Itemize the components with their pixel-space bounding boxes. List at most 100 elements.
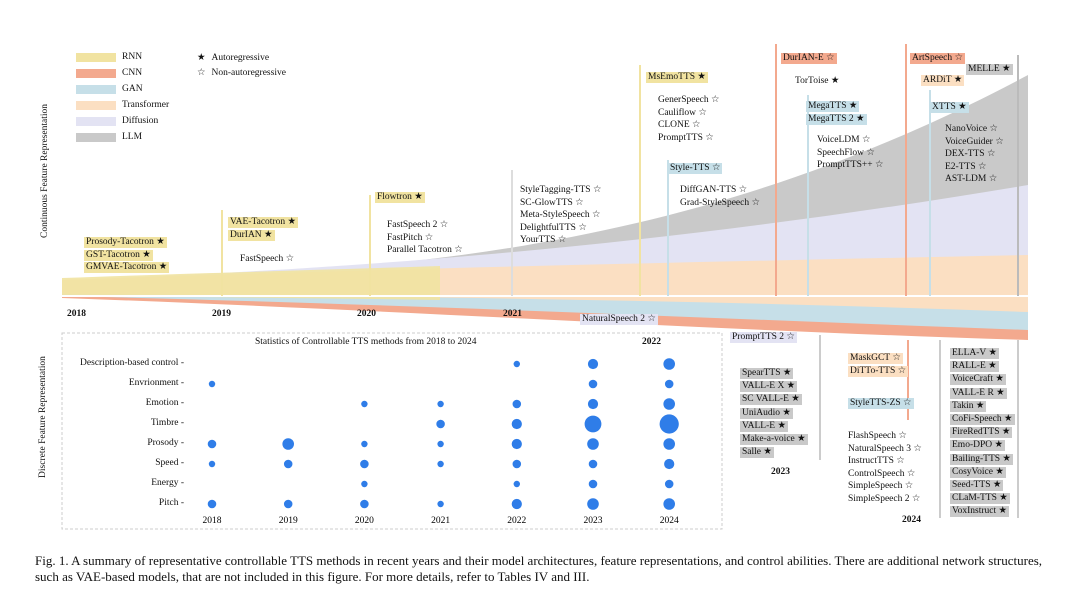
model-label: Emo-DPO ★: [950, 440, 1006, 452]
bubble: [437, 500, 444, 508]
bubble: [663, 358, 675, 370]
row-label: Timbre -: [150, 418, 184, 428]
legend-item: LLM: [76, 132, 142, 142]
chart-frame: [61, 332, 723, 530]
model-label: XTTS ★: [930, 102, 969, 113]
model-label: E2-TTS ☆: [945, 161, 987, 172]
row-label: Description-based control -: [80, 358, 184, 368]
model-label: FastSpeech 2 ☆: [387, 220, 449, 230]
model-label: VoxInstruct ★: [950, 506, 1010, 518]
year-2024: 2024: [902, 515, 921, 525]
bubble: [664, 379, 674, 389]
bubble: [512, 459, 522, 469]
model-label: CoFi-Speech ★: [950, 414, 1015, 425]
model-label: Parallel Tacotron ☆: [387, 245, 463, 255]
model-label: Style-TTS ☆: [668, 163, 723, 174]
band-cnn: [62, 296, 1028, 340]
row-label: Energy -: [151, 478, 184, 488]
model-label: VoiceCraft ★: [950, 374, 1006, 386]
year-2018: 2018: [67, 309, 86, 319]
bubble: [437, 460, 444, 468]
bubble: [360, 459, 369, 469]
legend-item: Transformer: [76, 100, 169, 110]
bubble: [664, 458, 675, 470]
model-label: YourTTS ☆: [520, 235, 567, 245]
band-rnn: [62, 266, 440, 300]
row-label: Envrionment -: [128, 378, 184, 388]
model-label: Grad-StyleSpeech ☆: [680, 197, 761, 208]
model-label: VoiceGuider ☆: [945, 136, 1004, 147]
model-label: GMVAE-Tacotron ★: [84, 262, 170, 273]
x-tick-label: 2023: [584, 516, 603, 526]
bubble: [361, 440, 368, 448]
row-label: Emotion -: [145, 398, 184, 408]
row-label: Prosody -: [147, 438, 184, 448]
model-label: TorToise ★: [795, 76, 840, 86]
model-label: CLaM-TTS ★: [950, 493, 1010, 505]
model-label: ArtSpeech ☆: [910, 53, 965, 64]
x-tick-label: 2018: [203, 516, 222, 526]
model-label: NaturalSpeech 2 ☆: [580, 314, 658, 325]
bubble: [587, 498, 599, 510]
legend-item: RNN: [76, 52, 142, 62]
model-label: DurIAN-E ☆: [781, 53, 837, 64]
legend-autoregressive: ★ Autoregressive: [197, 52, 270, 64]
model-label: FireRedTTS ★: [950, 427, 1013, 439]
model-label: InstructTTS ☆: [848, 456, 905, 466]
model-label: AST-LDM ☆: [945, 174, 998, 184]
model-label: Meta-StyleSpeech ☆: [520, 210, 601, 220]
legend-swatch: [76, 84, 116, 94]
legend-item: Diffusion: [76, 116, 158, 126]
bubble: [361, 400, 368, 408]
model-label: Flowtron ★: [375, 192, 425, 203]
bubble: [208, 380, 216, 388]
legend-label: Transformer: [122, 100, 170, 110]
model-label: RALL-E ★: [950, 361, 999, 373]
model-label: CosyVoice ★: [950, 466, 1006, 478]
model-label: FlashSpeech ☆: [848, 431, 907, 441]
year-2020: 2020: [357, 309, 376, 319]
row-label: Pitch -: [158, 498, 184, 508]
model-label: FastSpeech ☆: [240, 254, 295, 264]
model-label: VALL-E R ★: [950, 387, 1007, 399]
bubble: [584, 415, 602, 433]
legend-item: GAN: [76, 84, 143, 94]
model-label: SC-GlowTTS ☆: [520, 197, 584, 208]
model-label: StyleTagging-TTS ☆: [520, 185, 602, 195]
bubble: [208, 460, 216, 468]
model-label: DurIAN ★: [228, 229, 275, 241]
bubble: [437, 440, 444, 448]
bubble: [513, 480, 520, 488]
model-label: UniAudio ★: [740, 407, 793, 419]
bubble: [511, 438, 522, 450]
model-label: SpearTTS ★: [740, 368, 794, 379]
bubble: [360, 499, 369, 509]
model-label: ELLA-V ★: [950, 348, 1000, 359]
chart-title: Statistics of Controllable TTS methods f…: [255, 337, 477, 347]
model-label: Cauliflow ☆: [658, 107, 707, 118]
bubble: [659, 414, 679, 434]
model-label: StyleTTS-ZS ☆: [848, 398, 914, 409]
model-label: DiTTo-TTS ☆: [848, 365, 909, 377]
model-label: VoiceLDM ☆: [817, 135, 871, 145]
model-label: MsEmoTTS ★: [646, 72, 708, 83]
model-label: SimpleSpeech ☆: [848, 481, 914, 491]
bubble: [587, 398, 599, 410]
model-label: ARDiT ★: [921, 75, 965, 86]
model-label: DiffGAN-TTS ☆: [680, 185, 748, 195]
bubble: [361, 480, 368, 488]
legend-label: LLM: [122, 132, 143, 142]
model-label: DEX-TTS ☆: [945, 149, 996, 159]
model-label: FastPitch ☆: [387, 232, 434, 243]
model-label: Salle ★: [740, 447, 774, 459]
bubble: [587, 438, 599, 450]
year-2019: 2019: [212, 309, 231, 319]
model-label: PromptTTS++ ☆: [817, 160, 884, 170]
legend-swatch: [76, 52, 116, 62]
model-label: ControlSpeech ☆: [848, 468, 916, 479]
model-label: GenerSpeech ☆: [658, 95, 720, 105]
year-2021: 2021: [503, 309, 522, 319]
bubble: [512, 399, 522, 409]
